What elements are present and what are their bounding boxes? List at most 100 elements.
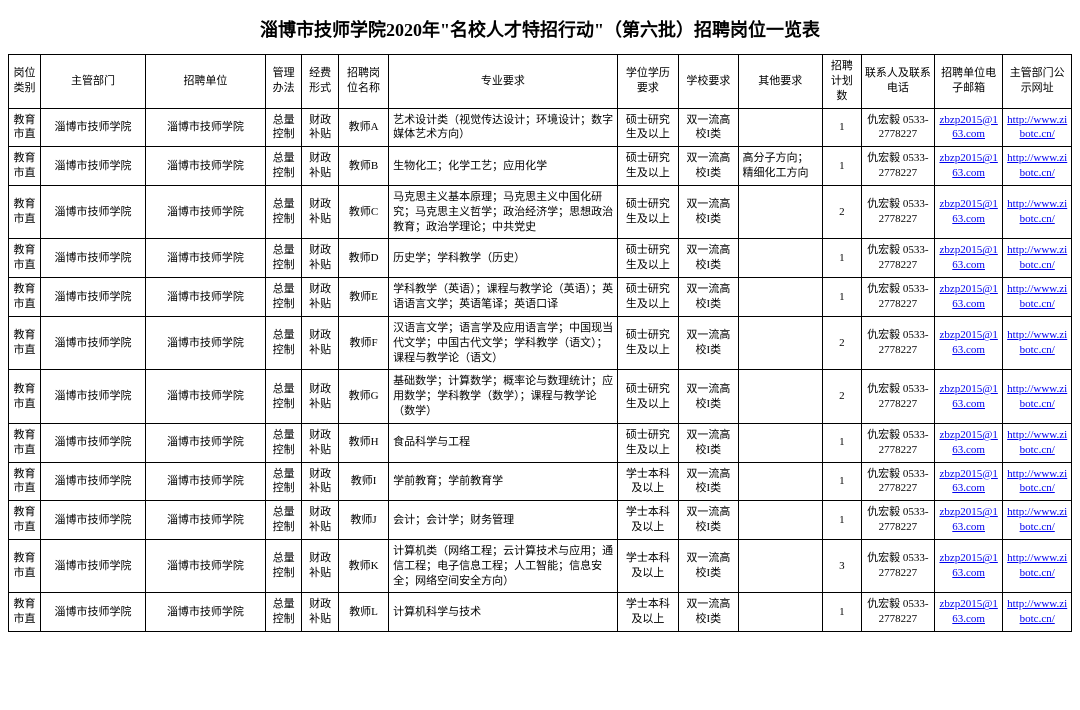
cell-funding: 财政补贴	[302, 539, 339, 593]
cell-contact: 仇宏毅 0533-2778227	[861, 593, 934, 632]
cell-mgmt: 总量控制	[265, 278, 302, 317]
email-link[interactable]: zbzp2015@163.com	[939, 244, 997, 271]
cell-contact: 仇宏毅 0533-2778227	[861, 278, 934, 317]
cell-mgmt: 总量控制	[265, 593, 302, 632]
cell-url: http://www.zibotc.cn/	[1003, 501, 1072, 540]
email-link[interactable]: zbzp2015@163.com	[939, 383, 997, 410]
cell-contact: 仇宏毅 0533-2778227	[861, 316, 934, 370]
cell-funding: 财政补贴	[302, 316, 339, 370]
cell-school: 双一流高校I类	[679, 501, 738, 540]
table-row: 教育市直淄博市技师学院淄博市技师学院总量控制财政补贴教师I学前教育；学前教育学学…	[9, 462, 1072, 501]
cell-funding: 财政补贴	[302, 185, 339, 239]
cell-authority: 淄博市技师学院	[40, 593, 145, 632]
cell-num: 2	[823, 370, 862, 424]
table-row: 教育市直淄博市技师学院淄博市技师学院总量控制财政补贴教师H食品科学与工程硕士研究…	[9, 423, 1072, 462]
email-link[interactable]: zbzp2015@163.com	[939, 429, 997, 456]
cell-funding: 财政补贴	[302, 108, 339, 147]
cell-url: http://www.zibotc.cn/	[1003, 108, 1072, 147]
cell-other	[738, 462, 822, 501]
cell-mgmt: 总量控制	[265, 239, 302, 278]
table-row: 教育市直淄博市技师学院淄博市技师学院总量控制财政补贴教师A艺术设计类（视觉传达设…	[9, 108, 1072, 147]
cell-mgmt: 总量控制	[265, 462, 302, 501]
cell-authority: 淄博市技师学院	[40, 501, 145, 540]
cell-other	[738, 593, 822, 632]
cell-num: 3	[823, 539, 862, 593]
col-authority: 主管部门	[40, 55, 145, 109]
email-link[interactable]: zbzp2015@163.com	[939, 552, 997, 579]
cell-url: http://www.zibotc.cn/	[1003, 185, 1072, 239]
website-link[interactable]: http://www.zibotc.cn/	[1007, 198, 1067, 225]
cell-post: 教师I	[338, 462, 388, 501]
cell-email: zbzp2015@163.com	[934, 593, 1003, 632]
cell-school: 双一流高校I类	[679, 239, 738, 278]
email-link[interactable]: zbzp2015@163.com	[939, 198, 997, 225]
website-link[interactable]: http://www.zibotc.cn/	[1007, 152, 1067, 179]
cell-email: zbzp2015@163.com	[934, 539, 1003, 593]
cell-num: 1	[823, 239, 862, 278]
col-num: 招聘计划数	[823, 55, 862, 109]
cell-degree: 学士本科及以上	[617, 593, 679, 632]
cell-email: zbzp2015@163.com	[934, 185, 1003, 239]
website-link[interactable]: http://www.zibotc.cn/	[1007, 244, 1067, 271]
table-row: 教育市直淄博市技师学院淄博市技师学院总量控制财政补贴教师G基础数学；计算数学；概…	[9, 370, 1072, 424]
table-row: 教育市直淄博市技师学院淄博市技师学院总量控制财政补贴教师J会计；会计学；财务管理…	[9, 501, 1072, 540]
cell-contact: 仇宏毅 0533-2778227	[861, 462, 934, 501]
website-link[interactable]: http://www.zibotc.cn/	[1007, 114, 1067, 141]
cell-num: 1	[823, 462, 862, 501]
table-row: 教育市直淄博市技师学院淄博市技师学院总量控制财政补贴教师L计算机科学与技术学士本…	[9, 593, 1072, 632]
cell-contact: 仇宏毅 0533-2778227	[861, 108, 934, 147]
cell-degree: 硕士研究生及以上	[617, 316, 679, 370]
cell-req: 历史学；学科教学（历史）	[389, 239, 617, 278]
cell-school: 双一流高校I类	[679, 147, 738, 186]
email-link[interactable]: zbzp2015@163.com	[939, 114, 997, 141]
cell-other	[738, 370, 822, 424]
website-link[interactable]: http://www.zibotc.cn/	[1007, 598, 1067, 625]
col-other: 其他要求	[738, 55, 822, 109]
cell-url: http://www.zibotc.cn/	[1003, 147, 1072, 186]
col-contact: 联系人及联系电话	[861, 55, 934, 109]
cell-mgmt: 总量控制	[265, 108, 302, 147]
email-link[interactable]: zbzp2015@163.com	[939, 598, 997, 625]
col-school: 学校要求	[679, 55, 738, 109]
email-link[interactable]: zbzp2015@163.com	[939, 329, 997, 356]
table-row: 教育市直淄博市技师学院淄博市技师学院总量控制财政补贴教师D历史学；学科教学（历史…	[9, 239, 1072, 278]
cell-email: zbzp2015@163.com	[934, 501, 1003, 540]
cell-req: 计算机类（网络工程；云计算技术与应用；通信工程；电子信息工程；人工智能；信息安全…	[389, 539, 617, 593]
website-link[interactable]: http://www.zibotc.cn/	[1007, 429, 1067, 456]
email-link[interactable]: zbzp2015@163.com	[939, 468, 997, 495]
email-link[interactable]: zbzp2015@163.com	[939, 506, 997, 533]
cell-contact: 仇宏毅 0533-2778227	[861, 370, 934, 424]
cell-other	[738, 278, 822, 317]
cell-school: 双一流高校I类	[679, 539, 738, 593]
cell-req: 生物化工；化学工艺；应用化学	[389, 147, 617, 186]
website-link[interactable]: http://www.zibotc.cn/	[1007, 506, 1067, 533]
cell-category: 教育市直	[9, 370, 41, 424]
cell-post: 教师G	[338, 370, 388, 424]
cell-unit: 淄博市技师学院	[146, 316, 266, 370]
col-req: 专业要求	[389, 55, 617, 109]
cell-email: zbzp2015@163.com	[934, 239, 1003, 278]
cell-degree: 学士本科及以上	[617, 539, 679, 593]
website-link[interactable]: http://www.zibotc.cn/	[1007, 552, 1067, 579]
email-link[interactable]: zbzp2015@163.com	[939, 152, 997, 179]
table-row: 教育市直淄博市技师学院淄博市技师学院总量控制财政补贴教师C马克思主义基本原理；马…	[9, 185, 1072, 239]
cell-authority: 淄博市技师学院	[40, 539, 145, 593]
cell-post: 教师L	[338, 593, 388, 632]
cell-degree: 硕士研究生及以上	[617, 185, 679, 239]
table-row: 教育市直淄博市技师学院淄博市技师学院总量控制财政补贴教师E学科教学（英语）；课程…	[9, 278, 1072, 317]
cell-post: 教师H	[338, 423, 388, 462]
email-link[interactable]: zbzp2015@163.com	[939, 283, 997, 310]
cell-unit: 淄博市技师学院	[146, 370, 266, 424]
cell-contact: 仇宏毅 0533-2778227	[861, 185, 934, 239]
cell-school: 双一流高校I类	[679, 462, 738, 501]
col-post: 招聘岗位名称	[338, 55, 388, 109]
cell-authority: 淄博市技师学院	[40, 108, 145, 147]
website-link[interactable]: http://www.zibotc.cn/	[1007, 283, 1067, 310]
col-email: 招聘单位电子邮箱	[934, 55, 1003, 109]
cell-funding: 财政补贴	[302, 501, 339, 540]
cell-post: 教师E	[338, 278, 388, 317]
website-link[interactable]: http://www.zibotc.cn/	[1007, 383, 1067, 410]
website-link[interactable]: http://www.zibotc.cn/	[1007, 329, 1067, 356]
cell-authority: 淄博市技师学院	[40, 239, 145, 278]
website-link[interactable]: http://www.zibotc.cn/	[1007, 468, 1067, 495]
